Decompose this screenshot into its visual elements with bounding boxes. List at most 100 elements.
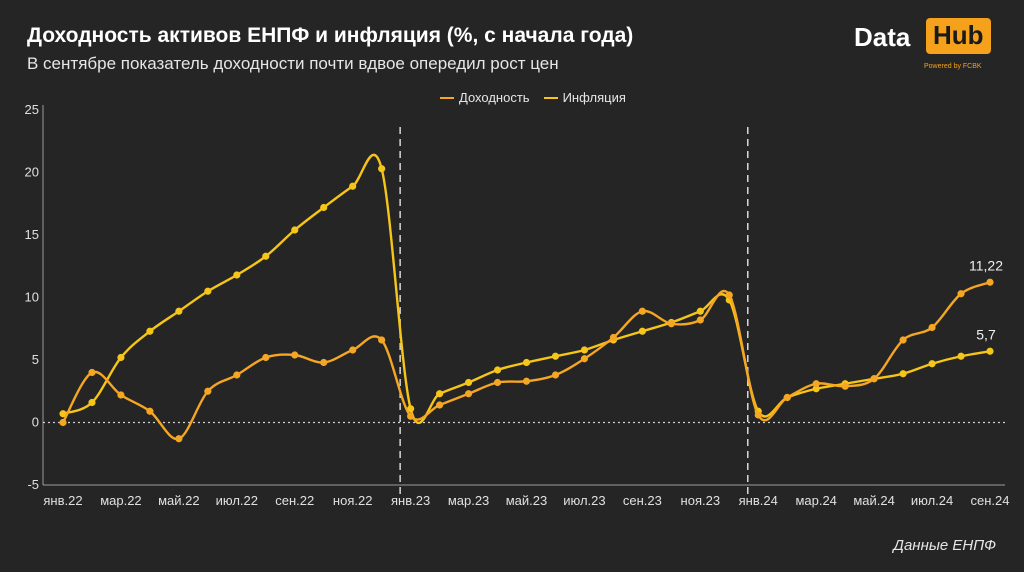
data-point-income <box>551 371 560 379</box>
x-tick-label: мар.23 <box>448 493 489 508</box>
x-tick-label: ноя.23 <box>681 493 721 508</box>
chart-legend: Доходность Инфляция <box>440 90 626 105</box>
logo-hub-text: Hub <box>926 18 991 54</box>
data-point-income <box>291 351 299 359</box>
legend-swatch-income <box>440 96 454 99</box>
data-point-income <box>957 290 965 298</box>
data-point-inflation <box>493 366 502 374</box>
data-point-inflation <box>464 378 473 387</box>
x-tick-label: сен.23 <box>623 493 662 508</box>
data-label: 5,7 <box>976 326 996 342</box>
y-tick-label: 5 <box>32 352 39 367</box>
y-tick-label: 20 <box>25 165 39 180</box>
x-tick-label: янв.24 <box>739 493 778 508</box>
legend-item-inflation: Инфляция <box>543 90 626 105</box>
legend-item-income: Доходность <box>440 90 530 105</box>
data-point-inflation <box>928 360 936 368</box>
data-point-inflation <box>262 252 270 260</box>
x-tick-label: май.23 <box>506 493 548 508</box>
data-point-inflation <box>320 203 328 212</box>
x-tick-label: июл.22 <box>216 493 258 508</box>
y-tick-label: 15 <box>25 227 39 242</box>
data-point-income <box>522 377 531 385</box>
legend-label-inflation: Инфляция <box>562 90 626 105</box>
data-point-inflation <box>378 165 386 173</box>
data-point-income <box>117 391 125 399</box>
data-point-income <box>493 378 502 387</box>
data-point-income <box>667 320 675 328</box>
x-tick-label: мар.22 <box>100 493 141 508</box>
data-point-income <box>638 307 646 315</box>
data-point-inflation <box>407 405 415 413</box>
y-tick-label: 10 <box>25 290 39 305</box>
legend-label-income: Доходность <box>459 90 530 105</box>
source-note: Данные ЕНПФ <box>893 537 996 554</box>
x-tick-label: июл.23 <box>563 493 605 508</box>
data-point-income <box>320 358 328 367</box>
data-point-income <box>349 346 357 354</box>
data-point-income <box>435 401 444 409</box>
logo-powered-text: Powered by FCBK <box>924 63 982 70</box>
x-tick-label: мар.24 <box>795 493 836 508</box>
data-point-income <box>783 393 791 402</box>
data-point-inflation <box>59 410 67 418</box>
data-point-income <box>378 336 386 344</box>
data-point-income <box>175 435 183 443</box>
data-point-inflation <box>551 352 560 360</box>
data-point-inflation <box>349 182 357 190</box>
x-tick-label: май.22 <box>158 493 200 508</box>
data-point-inflation <box>986 347 994 355</box>
x-tick-label: май.24 <box>853 493 895 508</box>
data-point-income <box>812 380 820 388</box>
data-point-income <box>754 411 762 419</box>
x-tick-label: ноя.22 <box>333 493 373 508</box>
data-point-inflation <box>435 390 444 398</box>
legend-swatch-inflation <box>543 96 558 99</box>
data-point-inflation <box>146 327 154 335</box>
chart-subtitle: В сентябре показатель доходности почти в… <box>27 54 559 73</box>
data-point-income <box>233 371 241 379</box>
logo-data-text: Data <box>854 22 911 52</box>
data-point-inflation <box>291 226 299 234</box>
data-point-inflation <box>233 271 241 279</box>
data-point-income <box>204 387 212 395</box>
data-point-income <box>986 278 994 286</box>
data-point-income <box>580 355 589 363</box>
x-tick-label: сен.24 <box>971 493 1010 508</box>
series-line-inflation <box>62 153 991 425</box>
data-label: 11,22 <box>969 257 1003 273</box>
y-tick-label: -5 <box>27 477 39 492</box>
data-point-income <box>262 353 270 362</box>
x-tick-label: июл.24 <box>911 493 953 508</box>
data-point-inflation <box>696 307 704 315</box>
data-point-income <box>407 412 415 420</box>
data-point-inflation <box>204 287 212 295</box>
data-point-income <box>609 333 618 342</box>
x-tick-label: сен.22 <box>275 493 314 508</box>
data-point-income <box>59 418 67 427</box>
data-point-income <box>899 336 907 344</box>
data-point-income <box>146 407 154 415</box>
data-point-inflation <box>580 346 589 354</box>
data-point-income <box>928 323 936 332</box>
x-tick-label: янв.22 <box>43 493 82 508</box>
y-tick-label: 0 <box>32 415 39 430</box>
y-tick-label: 25 <box>25 102 39 117</box>
data-point-inflation <box>522 358 531 367</box>
data-point-inflation <box>88 398 96 407</box>
data-point-inflation <box>175 307 183 315</box>
data-point-income <box>88 368 96 377</box>
data-point-income <box>841 382 849 390</box>
data-point-income <box>725 291 733 299</box>
data-point-inflation <box>117 353 125 362</box>
data-point-inflation <box>812 385 820 393</box>
data-point-inflation <box>899 370 907 378</box>
data-point-income <box>464 390 473 398</box>
chart-title: Доходность активов ЕНПФ и инфляция (%, с… <box>27 24 634 47</box>
data-point-inflation <box>638 327 646 335</box>
x-tick-label: янв.23 <box>391 493 430 508</box>
data-point-income <box>696 316 704 324</box>
data-point-inflation <box>957 352 965 360</box>
data-point-income <box>870 375 878 383</box>
